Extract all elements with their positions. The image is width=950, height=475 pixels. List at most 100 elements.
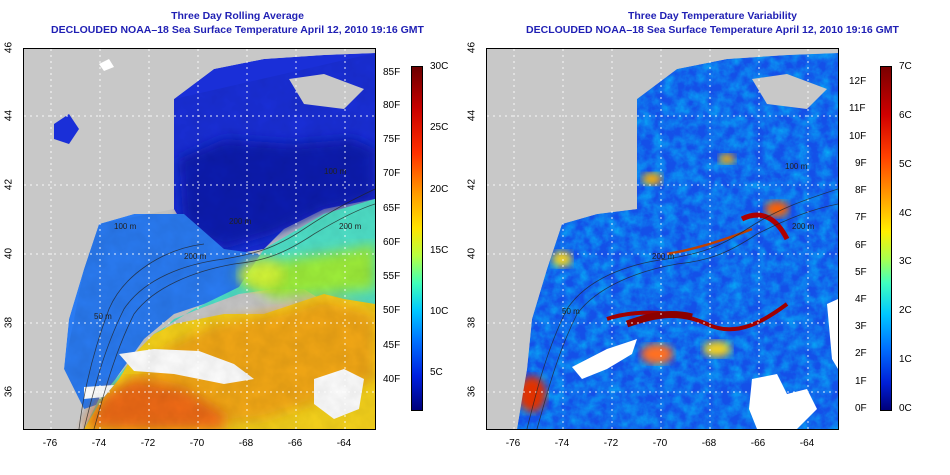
bathymetry-contours [78,188,375,429]
cb-c-4: 4C [899,208,912,219]
left-sst-map[interactable]: 200 m 200 m 100 m 200 m 100 m 50 m [23,48,376,430]
cb-f-85: 85F [383,67,401,78]
cb-c-2: 2C [899,305,912,316]
contour-label: 200 m [652,252,675,261]
lat-label-40: 40 [466,247,478,260]
right-panel-subtitle: DECLOUDED NOAA–18 Sea Surface Temperatur… [526,24,899,36]
cb-f-55: 55F [383,271,401,282]
cloud-mask-3 [827,299,838,369]
cloud-mask-2 [749,374,817,429]
lat-label-44: 44 [466,109,478,122]
front-filament [666,227,753,256]
contour-label: 50 m [562,307,580,316]
bathymetry-contours [526,188,838,429]
contour-label: 200 m [339,222,362,231]
cb-f-70: 70F [383,168,401,179]
contour-label: 100 m [785,162,808,171]
variability-hotspot [719,154,735,164]
lat-label-40: 40 [3,247,15,260]
coastline-land [487,49,838,429]
left-map-panel: Three Day Rolling Average DECLOUDED NOAA… [3,10,449,449]
right-panel-title: Three Day Temperature Variability [627,10,798,22]
cb-f-10: 10F [849,131,867,142]
lat-label-42: 42 [3,178,15,191]
cloud-mask-1 [572,339,637,379]
lon-label-72: -72 [140,438,156,449]
inland-lake [99,59,114,71]
lon-label-64: -64 [799,438,815,449]
lat-lon-grid [487,49,838,429]
cb-c-25: 25C [430,122,449,133]
lon-label-70: -70 [189,438,205,449]
lat-label-44: 44 [3,109,15,122]
water-texture [64,53,375,429]
left-panel-title: Three Day Rolling Average [171,10,304,22]
lon-label-74: -74 [91,438,107,449]
lat-label-38: 38 [466,316,478,329]
lon-label-68: -68 [238,438,254,449]
front-filament-core [625,311,693,328]
lat-label-42: 42 [466,178,478,191]
lon-label-76: -76 [42,438,58,449]
front-filament [606,302,789,332]
cb-c-20: 20C [430,184,449,195]
lon-label-72: -72 [603,438,619,449]
cb-c-5: 5C [899,159,912,170]
lat-label-36: 36 [466,385,478,398]
cb-f-50: 50F [383,305,401,316]
cb-f-40: 40F [383,374,401,385]
cb-f-11: 11F [849,103,866,114]
cb-c-0: 0C [899,403,912,414]
cb-f-4: 4F [855,294,867,305]
contour-label: 200 m [229,217,252,226]
cb-f-5: 5F [855,267,867,278]
contour-label: 100 m [114,222,137,231]
cb-f-80: 80F [383,100,401,111]
variability-texture [517,53,838,429]
contour-label: 200 m [184,252,207,261]
lon-label-64: -64 [336,438,352,449]
cb-f-6: 6F [855,240,867,251]
lon-label-68: -68 [701,438,717,449]
left-colorbar [411,66,423,411]
contour-label: 200 m [792,222,815,231]
cb-c-1: 1C [899,354,912,365]
variability-hotspot [703,341,731,357]
cb-c-10: 10C [430,306,449,317]
cb-f-12: 12F [849,76,867,87]
cb-f-3: 3F [855,321,867,332]
lon-label-76: -76 [505,438,521,449]
cb-f-60: 60F [383,237,401,248]
lon-label-70: -70 [652,438,668,449]
variability-hotspot [642,173,662,185]
right-colorbar [880,66,892,411]
contour-label: 100 m [324,167,347,176]
lat-label-46: 46 [466,41,478,54]
cb-f-1: 1F [855,376,867,387]
right-map-panel: Three Day Temperature Variability DECLOU… [467,0,950,475]
nova-scotia-land [752,74,827,109]
variability-hotspot [552,251,572,267]
lon-label-66: -66 [750,438,766,449]
left-panel-subtitle: DECLOUDED NOAA–18 Sea Surface Temperatur… [51,24,424,36]
cb-f-2: 2F [855,348,867,359]
lon-label-66: -66 [287,438,303,449]
coastline-land [24,49,375,429]
right-variability-map[interactable]: 200 m 100 m 200 m 50 m [486,48,839,430]
variability-hotspot [518,376,546,412]
nova-scotia-land [289,74,364,109]
lat-label-38: 38 [3,316,15,329]
cb-f-0: 0F [855,403,867,414]
cb-c-15: 15C [430,245,449,256]
cb-f-8: 8F [855,185,867,196]
bay-water [54,114,79,144]
cb-c-3: 3C [899,256,912,267]
contour-label: 50 m [94,312,112,321]
cb-c-6: 6C [899,110,912,121]
lon-label-74: -74 [554,438,570,449]
cb-c-5: 5C [430,367,443,378]
cb-f-45: 45F [383,340,401,351]
cb-f-65: 65F [383,203,401,214]
lat-lon-grid [24,49,375,429]
front-filament [740,212,790,241]
